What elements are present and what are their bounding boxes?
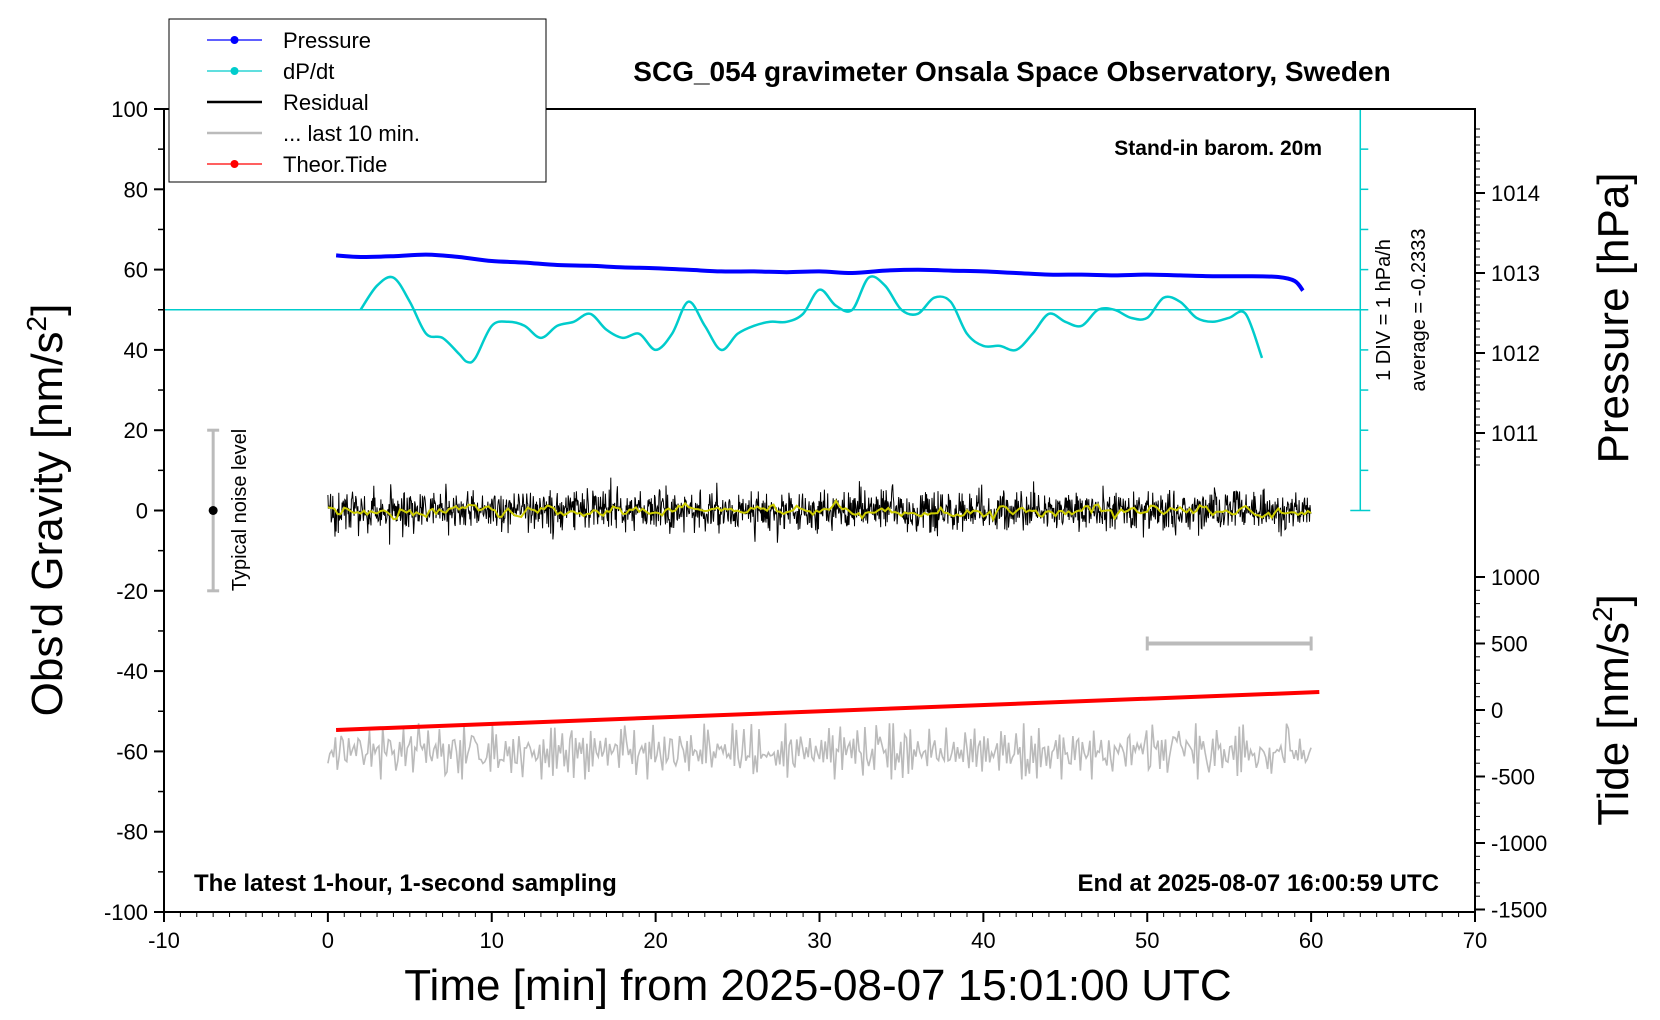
y-axis-title-pressure: Pressure [hPa] — [1589, 172, 1638, 463]
x-tick-label: 50 — [1135, 928, 1159, 953]
y-axis-title-left-main: Obs'd Gravity [nm/s — [23, 331, 72, 716]
last-10-min-line — [327, 723, 1312, 780]
legend-marker — [230, 160, 239, 168]
bottom-left-annotation: The latest 1-hour, 1-second sampling — [194, 870, 617, 897]
dpdt-line — [359, 275, 1264, 364]
y-axis-title-tide-close: ] — [1589, 594, 1638, 606]
tide-tick-label: -500 — [1491, 765, 1535, 790]
tide-tick-label: -1000 — [1491, 831, 1547, 856]
tide-tick-label: 500 — [1491, 632, 1528, 657]
y-tick-label: 60 — [124, 258, 148, 283]
legend-marker — [230, 67, 239, 75]
noise-label: Typical noise level — [229, 429, 251, 591]
y-tick-label: -60 — [116, 739, 148, 764]
y-tick-label: 100 — [111, 97, 148, 122]
axes-layer: -10 0 10 20 30 40 50 60 70100806040200-20-40-60-… — [104, 97, 1547, 953]
x-axis-title: Time [min] from 2025-08-07 15:01:00 UTC — [404, 961, 1231, 1010]
chart-title: SCG_054 gravimeter Onsala Space Observat… — [633, 56, 1390, 87]
smoothed-residual-line — [327, 498, 1312, 523]
x-tick-label: -10 — [148, 928, 180, 953]
y-tick-label: -80 — [116, 820, 148, 845]
legend-marker — [230, 36, 239, 44]
y-axis-title-left-sup: 2 — [21, 316, 52, 332]
legend-label: Pressure — [283, 28, 371, 53]
x-tick-label: 30 — [807, 928, 831, 953]
legend: Pressure dP/dt Residual ... last 10 min. The… — [168, 18, 547, 183]
residual-line — [327, 477, 1312, 545]
legend-rows: Pressure dP/dt Residual ... last 10 min. The… — [207, 28, 420, 177]
dpdt-scale-label: 1 DIV = 1 hPa/h — [1373, 239, 1395, 381]
barometer-annotation: Stand-in barom. 20m — [1114, 137, 1322, 160]
y-axis-title-left-close: ] — [23, 304, 72, 316]
y-axis-title-tide-main: Tide [nm/s — [1589, 622, 1638, 826]
x-tick-label: 10 — [480, 928, 504, 953]
tide-tick-label: 0 — [1491, 698, 1503, 723]
tide-tick-label: 1000 — [1491, 565, 1540, 590]
y-axis-title-tide: Tide [nm/s2] — [1587, 594, 1638, 826]
tide-tick-label: -1500 — [1491, 898, 1547, 923]
pressure-tick-label: 1011 — [1491, 421, 1538, 446]
legend-label: Residual — [283, 90, 369, 115]
y-tick-label: 0 — [136, 499, 148, 524]
dpdt-average-label: average = -0.2333 — [1408, 229, 1430, 392]
pressure-line — [335, 252, 1305, 292]
legend-label: dP/dt — [283, 59, 334, 84]
legend-box — [168, 18, 547, 183]
y-tick-label: -100 — [104, 900, 148, 925]
y-tick-label: 40 — [124, 338, 148, 363]
x-tick-label: 20 — [643, 928, 667, 953]
pressure-tick-label: 1012 — [1491, 341, 1540, 366]
pressure-tick-label: 1014 — [1491, 181, 1540, 206]
y-tick-label: 80 — [124, 177, 148, 202]
bottom-right-annotation: End at 2025-08-07 16:00:59 UTC — [1078, 870, 1440, 897]
y-tick-label: 20 — [124, 418, 148, 443]
y-tick-label: -20 — [116, 579, 148, 604]
series-layer — [164, 108, 1371, 780]
y-tick-label: -40 — [116, 659, 148, 684]
legend-label: ... last 10 min. — [283, 121, 420, 146]
x-tick-label: 70 — [1463, 928, 1487, 953]
x-tick-label: 0 — [322, 928, 334, 953]
x-tick-label: 40 — [971, 928, 995, 953]
legend-label: Theor.Tide — [283, 152, 387, 177]
y-axis-title-tide-sup: 2 — [1587, 606, 1618, 622]
noise-bar-center — [208, 506, 218, 515]
pressure-tick-label: 1013 — [1491, 261, 1540, 286]
x-tick-label: 60 — [1299, 928, 1323, 953]
tide-line — [335, 690, 1320, 732]
y-axis-title-left: Obs'd Gravity [nm/s2] — [21, 304, 72, 717]
